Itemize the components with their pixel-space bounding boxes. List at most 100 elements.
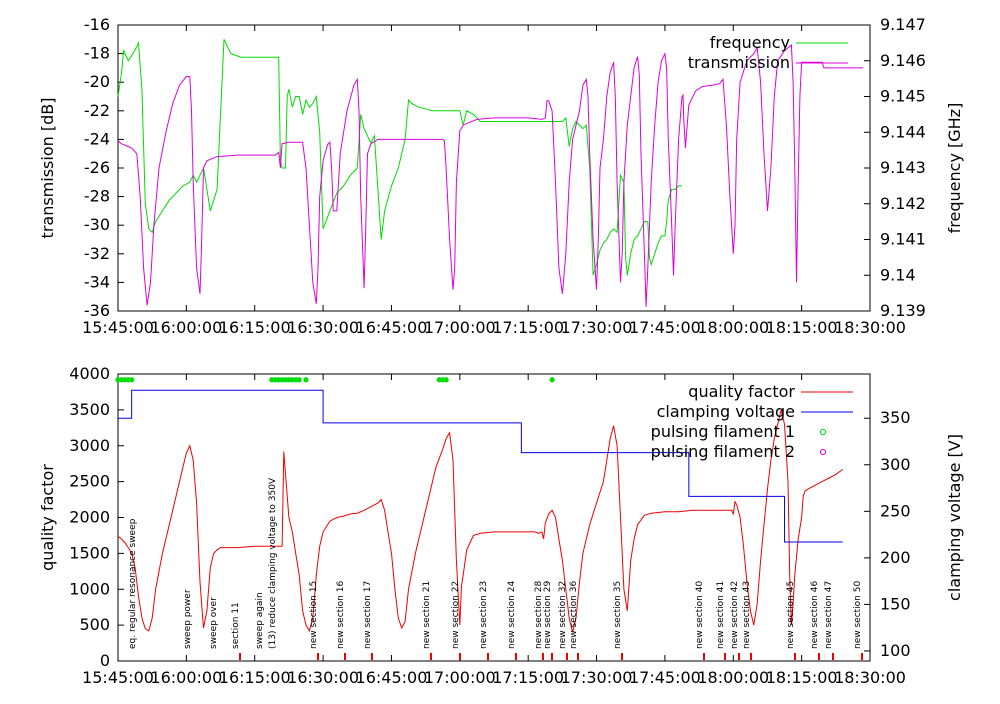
x-tick-label: 18:15:00 bbox=[766, 668, 838, 687]
y-right-axis-label: clamping voltage [V] bbox=[945, 434, 964, 601]
y-right-tick-label: 9.146 bbox=[880, 51, 926, 70]
y-right-tick-label: 9.147 bbox=[880, 15, 926, 34]
legend-label: frequency bbox=[710, 33, 790, 52]
section-long-label: sweep again bbox=[255, 592, 265, 649]
legend-marker bbox=[819, 428, 827, 436]
section-long-label: sweep power bbox=[183, 589, 193, 649]
x-tick-label: 17:15:00 bbox=[492, 318, 564, 337]
x-tick-label: 15:45:00 bbox=[82, 318, 154, 337]
y-right-tick-label: 150 bbox=[880, 594, 911, 613]
y-right-tick-label: 100 bbox=[880, 641, 911, 660]
section-label: new section 21 bbox=[422, 581, 432, 649]
section-label: new section 29 bbox=[543, 581, 553, 649]
series-line-quality-factor bbox=[117, 409, 843, 633]
section-label: new section 15 bbox=[309, 581, 319, 649]
x-tick-label: 18:30:00 bbox=[834, 668, 906, 687]
y-left-axis-label: quality factor bbox=[38, 464, 57, 571]
section-label: new section 40 bbox=[695, 581, 705, 649]
y-right-tick-label: 9.142 bbox=[880, 194, 926, 213]
y-right-tick-label: 9.144 bbox=[880, 122, 926, 141]
section-label: new section 45 bbox=[786, 581, 796, 649]
y-left-tick-label: 500 bbox=[79, 615, 110, 634]
y-left-tick-label: 3000 bbox=[69, 436, 110, 455]
y-right-tick-label: 250 bbox=[880, 501, 911, 520]
y-left-tick-label: 2000 bbox=[69, 508, 110, 527]
section-label: new section 35 bbox=[613, 581, 623, 649]
x-tick-label: 16:45:00 bbox=[356, 318, 428, 337]
y-left-tick-label: 1000 bbox=[69, 579, 110, 598]
y-left-tick-label: -26 bbox=[84, 158, 110, 177]
section-label: new section 23 bbox=[479, 581, 489, 649]
x-tick-label: 16:15:00 bbox=[219, 668, 291, 687]
y-right-tick-label: 9.14 bbox=[880, 265, 916, 284]
y-right-tick-label: 300 bbox=[880, 455, 911, 474]
legend-label: clamping voltage bbox=[657, 402, 795, 421]
legend-label: transmission bbox=[688, 53, 790, 72]
y-left-tick-label: 1500 bbox=[69, 543, 110, 562]
y-left-tick-label: 3500 bbox=[69, 400, 110, 419]
x-tick-label: 16:30:00 bbox=[287, 668, 359, 687]
y-left-tick-label: 4000 bbox=[69, 364, 110, 383]
section-label: section 11 bbox=[231, 602, 241, 649]
y-left-tick-label: -30 bbox=[84, 215, 110, 234]
x-tick-label: 17:15:00 bbox=[492, 668, 564, 687]
section-label: new section 36 bbox=[569, 581, 579, 649]
x-tick-label: 17:45:00 bbox=[629, 668, 701, 687]
y-right-tick-label: 9.145 bbox=[880, 87, 926, 106]
pulse-marker bbox=[296, 377, 302, 383]
y-left-tick-label: 2500 bbox=[69, 472, 110, 491]
x-tick-label: 15:45:00 bbox=[82, 668, 154, 687]
x-tick-label: 18:00:00 bbox=[697, 668, 769, 687]
pulse-marker bbox=[129, 377, 135, 383]
y-left-tick-label: -36 bbox=[84, 301, 110, 320]
section-label: new section 47 bbox=[824, 581, 834, 649]
y-right-tick-label: 9.143 bbox=[880, 158, 926, 177]
section-label: new section 17 bbox=[363, 581, 373, 649]
section-long-label: sweep over bbox=[209, 597, 219, 649]
section-label: new section 42 bbox=[730, 581, 740, 649]
y-left-tick-label: -24 bbox=[84, 129, 110, 148]
pulse-marker bbox=[303, 377, 309, 383]
y-right-tick-label: 200 bbox=[880, 548, 911, 567]
legend-label: pulsing filament 2 bbox=[651, 442, 795, 461]
section-long-label: eq. regular resonance sweep bbox=[128, 518, 138, 649]
x-tick-label: 16:45:00 bbox=[356, 668, 428, 687]
pulse-marker bbox=[549, 377, 555, 383]
section-label: new section 32 bbox=[558, 581, 568, 649]
section-label: new section 43 bbox=[742, 581, 752, 649]
x-tick-label: 16:00:00 bbox=[150, 318, 222, 337]
pulse-marker bbox=[443, 377, 449, 383]
y-left-tick-label: -20 bbox=[84, 72, 110, 91]
x-tick-label: 18:15:00 bbox=[766, 318, 838, 337]
y-left-tick-label: 0 bbox=[100, 651, 110, 670]
series-line-clamping-voltage bbox=[118, 389, 843, 543]
section-label: new section 50 bbox=[853, 581, 863, 649]
section-label: new section 16 bbox=[336, 581, 346, 649]
x-tick-label: 17:00:00 bbox=[424, 318, 496, 337]
x-tick-label: 16:30:00 bbox=[287, 318, 359, 337]
series-line-transmission bbox=[117, 43, 864, 307]
y-left-axis-label: transmission [dB] bbox=[38, 98, 57, 239]
x-tick-label: 16:15:00 bbox=[219, 318, 291, 337]
x-tick-label: 17:45:00 bbox=[629, 318, 701, 337]
y-left-tick-label: -28 bbox=[84, 187, 110, 206]
x-tick-label: 17:30:00 bbox=[561, 668, 633, 687]
legend-label: pulsing filament 1 bbox=[651, 422, 795, 441]
x-tick-label: 17:30:00 bbox=[561, 318, 633, 337]
x-tick-label: 17:00:00 bbox=[424, 668, 496, 687]
section-label: new section 41 bbox=[716, 581, 726, 649]
y-left-tick-label: -34 bbox=[84, 272, 110, 291]
y-right-axis-label: frequency [GHz] bbox=[945, 103, 964, 234]
section-label: new section 24 bbox=[507, 581, 517, 649]
section-label: new section 46 bbox=[810, 581, 820, 649]
y-right-tick-label: 9.141 bbox=[880, 230, 926, 249]
series-line-frequency bbox=[117, 39, 682, 276]
y-left-tick-label: -32 bbox=[84, 244, 110, 263]
section-long-label: (13) reduce clamping voltage to 350V bbox=[268, 477, 278, 649]
y-left-tick-label: -16 bbox=[84, 15, 110, 34]
y-right-tick-label: 350 bbox=[880, 408, 911, 427]
y-right-tick-label: 9.139 bbox=[880, 301, 926, 320]
y-left-tick-label: -18 bbox=[84, 44, 110, 63]
